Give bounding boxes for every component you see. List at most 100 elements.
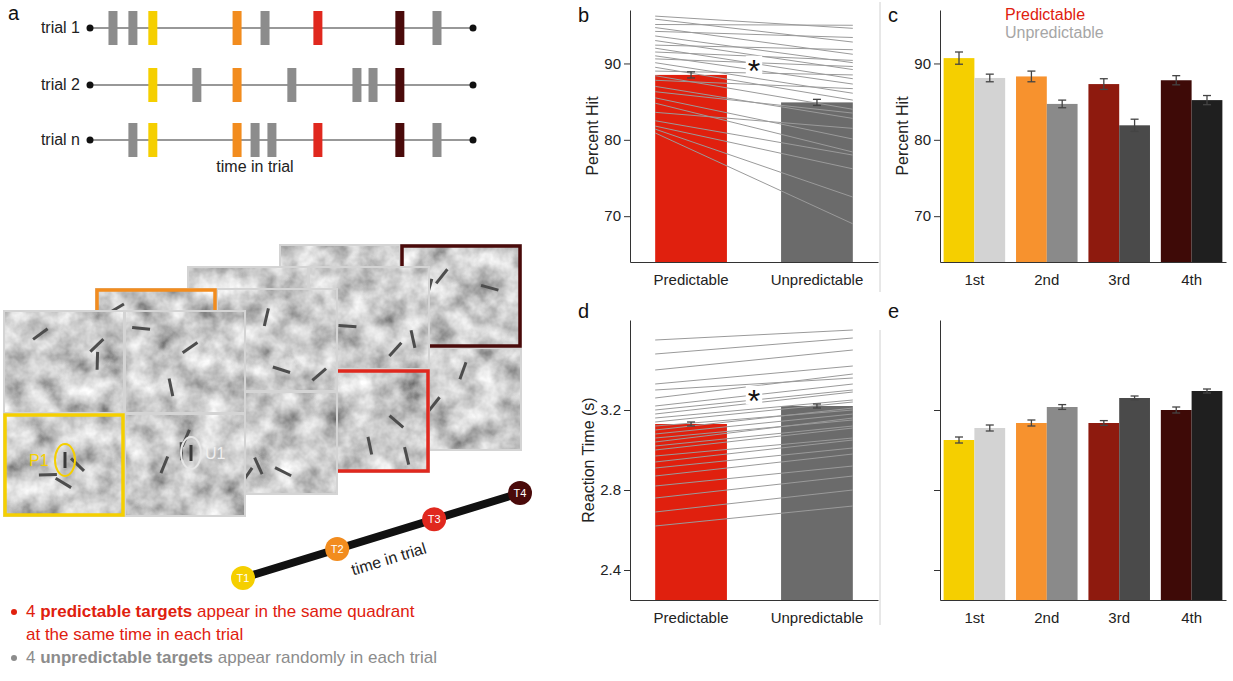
bar (1047, 104, 1078, 262)
error-bar (687, 422, 695, 426)
axis-title: Reaction Time (s) (580, 397, 597, 522)
separator (880, 2, 881, 292)
distractor (275, 468, 291, 476)
tick-label: 4th (1181, 609, 1202, 626)
subject-line (655, 418, 853, 442)
error-bar-cap (1203, 388, 1211, 389)
tick: Predictable (654, 271, 729, 288)
subject-line (655, 454, 853, 476)
tick: 1st (964, 271, 985, 288)
tick: 3.2 (600, 401, 630, 418)
error-bar (1058, 405, 1066, 410)
error-bar-cap (1027, 81, 1035, 82)
unpredictable-event (352, 68, 361, 102)
subject-line (655, 121, 853, 155)
error-bar-cap (1172, 75, 1180, 76)
tick-mark (934, 63, 940, 64)
error-bar-cap (687, 425, 695, 426)
tick-label: 3rd (1108, 609, 1130, 626)
error-bar-cap (955, 442, 963, 443)
axis-line (631, 600, 879, 601)
error-bar (1100, 421, 1108, 426)
error-bar-cap (1027, 425, 1035, 426)
error-bar-cap (1100, 420, 1108, 421)
subject-line (655, 86, 853, 118)
tick: 80 (604, 131, 630, 148)
tick-label: 4th (1181, 271, 1202, 288)
tick: Unpredictable (771, 271, 864, 288)
tick: 70 (914, 207, 940, 224)
tick: Predictable (654, 609, 729, 626)
distractor (39, 473, 57, 477)
bar (1161, 80, 1192, 262)
timeline: trial 1 (41, 11, 477, 45)
y-axis: 2.42.83.2 (600, 321, 630, 601)
predictable-event (313, 11, 322, 45)
predictable-event (395, 123, 404, 157)
separator (880, 330, 881, 625)
error-bar (1131, 119, 1139, 131)
plot-area (944, 52, 1223, 262)
chart: 7080901st2nd3rd4thPercent HitcPredictabl… (888, 4, 1227, 288)
error-bar-cap (1058, 404, 1066, 405)
distractor (273, 367, 290, 372)
tick-mark (624, 490, 630, 491)
error-bar-cap (1100, 89, 1108, 90)
axis-line (630, 11, 631, 263)
tick: 4th (1181, 609, 1202, 626)
x-axis: 1st2nd3rd4th (941, 601, 1227, 626)
subject-line (655, 438, 853, 456)
unpredictable-event (251, 123, 260, 157)
distractor (368, 437, 372, 455)
target-circle (55, 444, 75, 476)
trial-label: trial n (41, 131, 80, 148)
bullet (11, 609, 17, 615)
distractor (481, 285, 498, 290)
time-point (508, 481, 532, 505)
error-bar (986, 425, 994, 431)
tick: 90 (604, 55, 630, 72)
distractor (312, 369, 326, 381)
panel-label: a (8, 2, 20, 24)
bar (1016, 76, 1047, 262)
tick-mark (624, 570, 630, 571)
error-bar-line (958, 437, 959, 443)
plot-area (655, 330, 853, 600)
panel-label: c (888, 4, 898, 26)
error-bar-cap (1058, 99, 1066, 100)
panel-label: e (888, 300, 899, 322)
error-bar-cap (955, 436, 963, 437)
bar (974, 428, 1005, 600)
x-axis: Predictable Unpredictable (631, 263, 879, 288)
x-axis: Predictable Unpredictable (631, 601, 879, 626)
target (64, 452, 67, 468)
distractor (338, 325, 356, 326)
error-bar-cap (1131, 131, 1139, 132)
error-bar (813, 404, 821, 408)
tick-label: 1st (964, 271, 985, 288)
predictable-event (313, 123, 322, 157)
unpredictable-event (128, 11, 137, 45)
tick (934, 490, 940, 491)
error-bar-line (1031, 71, 1032, 82)
axis-line (940, 321, 941, 601)
time-point-label: T3 (428, 513, 441, 525)
error-bar-cap (1203, 95, 1211, 96)
error-bar-line (1103, 79, 1104, 90)
distractor (405, 447, 409, 465)
y-axis (934, 321, 941, 601)
error-bar-line (1062, 405, 1063, 410)
tick: 3rd (1108, 271, 1130, 288)
error-bar (1100, 79, 1108, 90)
error-bar (955, 437, 963, 443)
distractor (96, 352, 100, 370)
timeline-line (90, 84, 473, 85)
panel-label: b (578, 4, 589, 26)
note: 4 predictable targets appear in the same… (11, 602, 415, 644)
note-emphasis: predictable targets (40, 602, 192, 621)
timeline-end (470, 25, 477, 32)
unpredictable-event (287, 68, 296, 102)
x-axis: 1st2nd3rd4th (941, 263, 1227, 288)
error-bar-line (989, 74, 990, 82)
tick: Unpredictable (771, 609, 864, 626)
